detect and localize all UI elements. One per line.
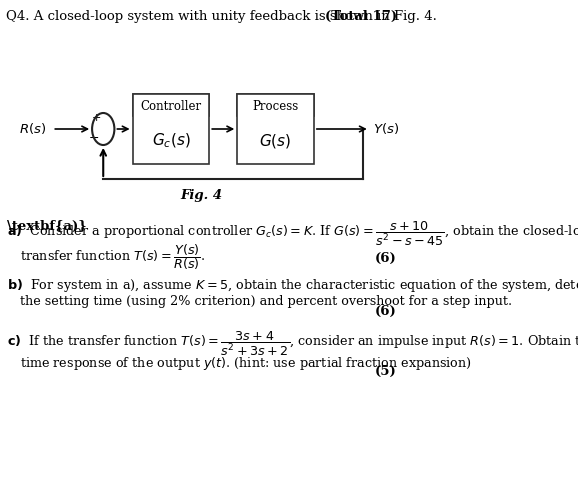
Text: (5): (5) bbox=[375, 364, 397, 377]
Text: $Y(s)$: $Y(s)$ bbox=[372, 120, 399, 135]
Text: +: + bbox=[91, 113, 101, 123]
Text: transfer function $T(s) = \dfrac{Y(s)}{R(s)}$.: transfer function $T(s) = \dfrac{Y(s)}{R… bbox=[20, 242, 205, 272]
Text: \textbf{a)}: \textbf{a)} bbox=[7, 220, 87, 232]
Text: $\mathbf{b)}$  For system in a), assume $K = 5$, obtain the characteristic equat: $\mathbf{b)}$ For system in a), assume $… bbox=[7, 276, 578, 293]
Text: (6): (6) bbox=[375, 304, 397, 318]
Text: $G(s)$: $G(s)$ bbox=[260, 132, 292, 150]
FancyBboxPatch shape bbox=[132, 95, 209, 165]
Text: time response of the output $y(t)$. (hint: use partial fraction expansion): time response of the output $y(t)$. (hin… bbox=[20, 354, 472, 371]
Text: −: − bbox=[88, 131, 99, 144]
Text: Q4. A closed-loop system with unity feedback is shown in Fig. 4.: Q4. A closed-loop system with unity feed… bbox=[6, 10, 436, 23]
Text: (6): (6) bbox=[375, 252, 397, 264]
FancyBboxPatch shape bbox=[132, 95, 209, 117]
Text: $G_c(s)$: $G_c(s)$ bbox=[151, 132, 190, 150]
FancyBboxPatch shape bbox=[237, 95, 314, 165]
Text: (Total 17): (Total 17) bbox=[325, 10, 398, 23]
Text: $\mathbf{c)}$  If the transfer function $T(s) = \dfrac{3s+4}{s^2+3s+2}$, conside: $\mathbf{c)}$ If the transfer function $… bbox=[7, 329, 578, 358]
Text: Fig. 4: Fig. 4 bbox=[180, 189, 223, 201]
Text: Process: Process bbox=[253, 99, 299, 112]
Text: $\mathbf{a)}$  Consider a proportional controller $G_c(s) = K$. If $G(s) = \dfra: $\mathbf{a)}$ Consider a proportional co… bbox=[7, 220, 578, 248]
Text: $R(s)$: $R(s)$ bbox=[20, 120, 47, 135]
Text: the setting time (using 2% criterion) and percent overshoot for a step input.: the setting time (using 2% criterion) an… bbox=[20, 294, 512, 307]
Text: Controller: Controller bbox=[140, 99, 202, 112]
FancyBboxPatch shape bbox=[237, 95, 314, 117]
